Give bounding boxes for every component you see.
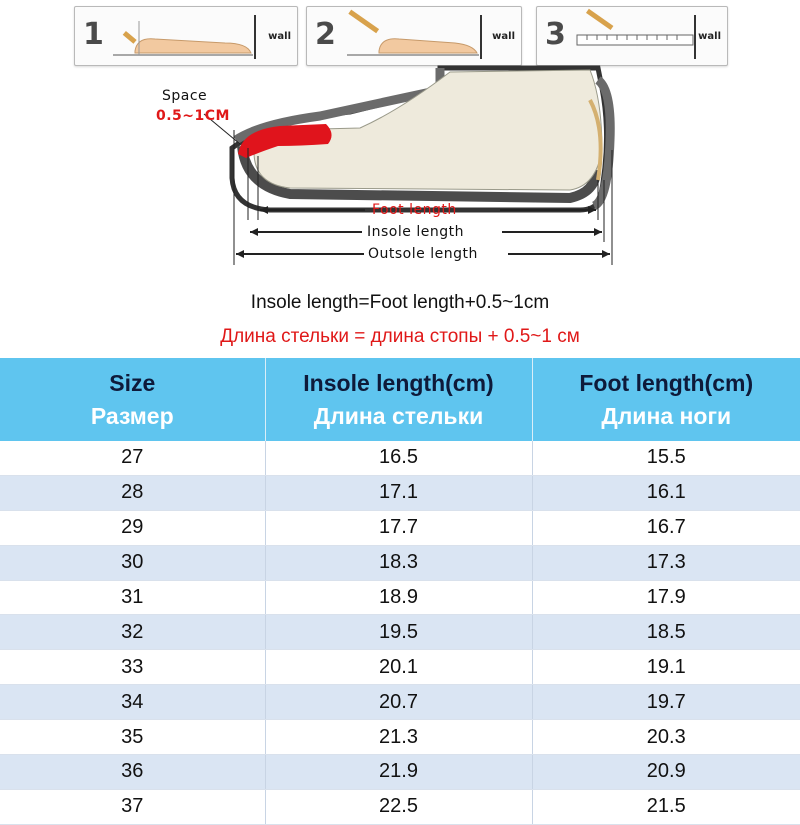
foot-on-paper-icon [75,7,297,65]
size-cell: 28 [0,475,265,510]
wall-label: wall [492,31,515,42]
size-cell: 35 [0,720,265,755]
foot-length-cell: 16.7 [532,510,800,545]
size-cell: 32 [0,615,265,650]
shoe-diagram: Space 0.5~1CM Foot length Insole length … [150,60,650,275]
wall-label: wall [698,31,721,42]
column-header-label: Insole length(cm) [303,370,493,396]
column-header-size: Size Размер [0,358,265,441]
space-label: Space [162,88,207,104]
size-cell: 36 [0,755,265,790]
column-header-label-ru: Длина стельки [266,403,532,430]
column-header-label-ru: Размер [0,403,265,430]
foot-length-cell: 17.3 [532,545,800,580]
insole-length-cell: 18.9 [265,580,532,615]
foot-length-cell: 15.5 [532,441,800,475]
column-header-insole-length: Insole length(cm) Длина стельки [265,358,532,441]
measurement-steps: 1 wall 2 wall 3 [74,6,726,66]
insole-length-cell: 16.5 [265,441,532,475]
step-3-card: 3 wall [536,6,728,66]
step-1-card: 1 wall [74,6,298,66]
insole-length-cell: 20.7 [265,685,532,720]
size-chart-table: Size Размер Insole length(cm) Длина стел… [0,358,800,825]
foot-length-cell: 19.1 [532,650,800,685]
formula-english: Insole length=Foot length+0.5~1cm [0,292,800,314]
size-cell: 27 [0,441,265,475]
column-header-foot-length: Foot length(cm) Длина ноги [532,358,800,441]
wall-label: wall [268,31,291,42]
foot-length-cell: 20.9 [532,755,800,790]
foot-length-cell: 17.9 [532,580,800,615]
insole-length-cell: 22.5 [265,789,532,824]
shoe-cross-section-icon [150,60,650,275]
step-2-card: 2 wall [306,6,522,66]
insole-length-cell: 19.5 [265,615,532,650]
foot-length-label: Foot length [372,202,457,218]
formula-russian: Длина стельки = длина стопы + 0.5~1 см [0,326,800,348]
table-header-row: Size Размер Insole length(cm) Длина стел… [0,358,800,441]
foot-length-cell: 19.7 [532,685,800,720]
column-header-label: Size [109,370,155,396]
insole-length-cell: 18.3 [265,545,532,580]
insole-length-cell: 21.3 [265,720,532,755]
column-header-label: Foot length(cm) [579,370,753,396]
size-cell: 37 [0,789,265,824]
foot-length-cell: 21.5 [532,789,800,824]
size-cell: 31 [0,580,265,615]
column-header-label-ru: Длина ноги [533,403,800,430]
insole-length-cell: 17.7 [265,510,532,545]
foot-length-cell: 16.1 [532,475,800,510]
size-cell: 29 [0,510,265,545]
space-value: 0.5~1CM [156,108,230,124]
size-cell: 34 [0,685,265,720]
foot-length-cell: 18.5 [532,615,800,650]
insole-length-cell: 17.1 [265,475,532,510]
foot-length-cell: 20.3 [532,720,800,755]
insole-length-cell: 21.9 [265,755,532,790]
insole-length-cell: 20.1 [265,650,532,685]
size-cell: 30 [0,545,265,580]
insole-length-label: Insole length [367,224,464,240]
outsole-length-label: Outsole length [368,246,478,262]
marking-pencil-icon [307,7,521,65]
size-cell: 33 [0,650,265,685]
